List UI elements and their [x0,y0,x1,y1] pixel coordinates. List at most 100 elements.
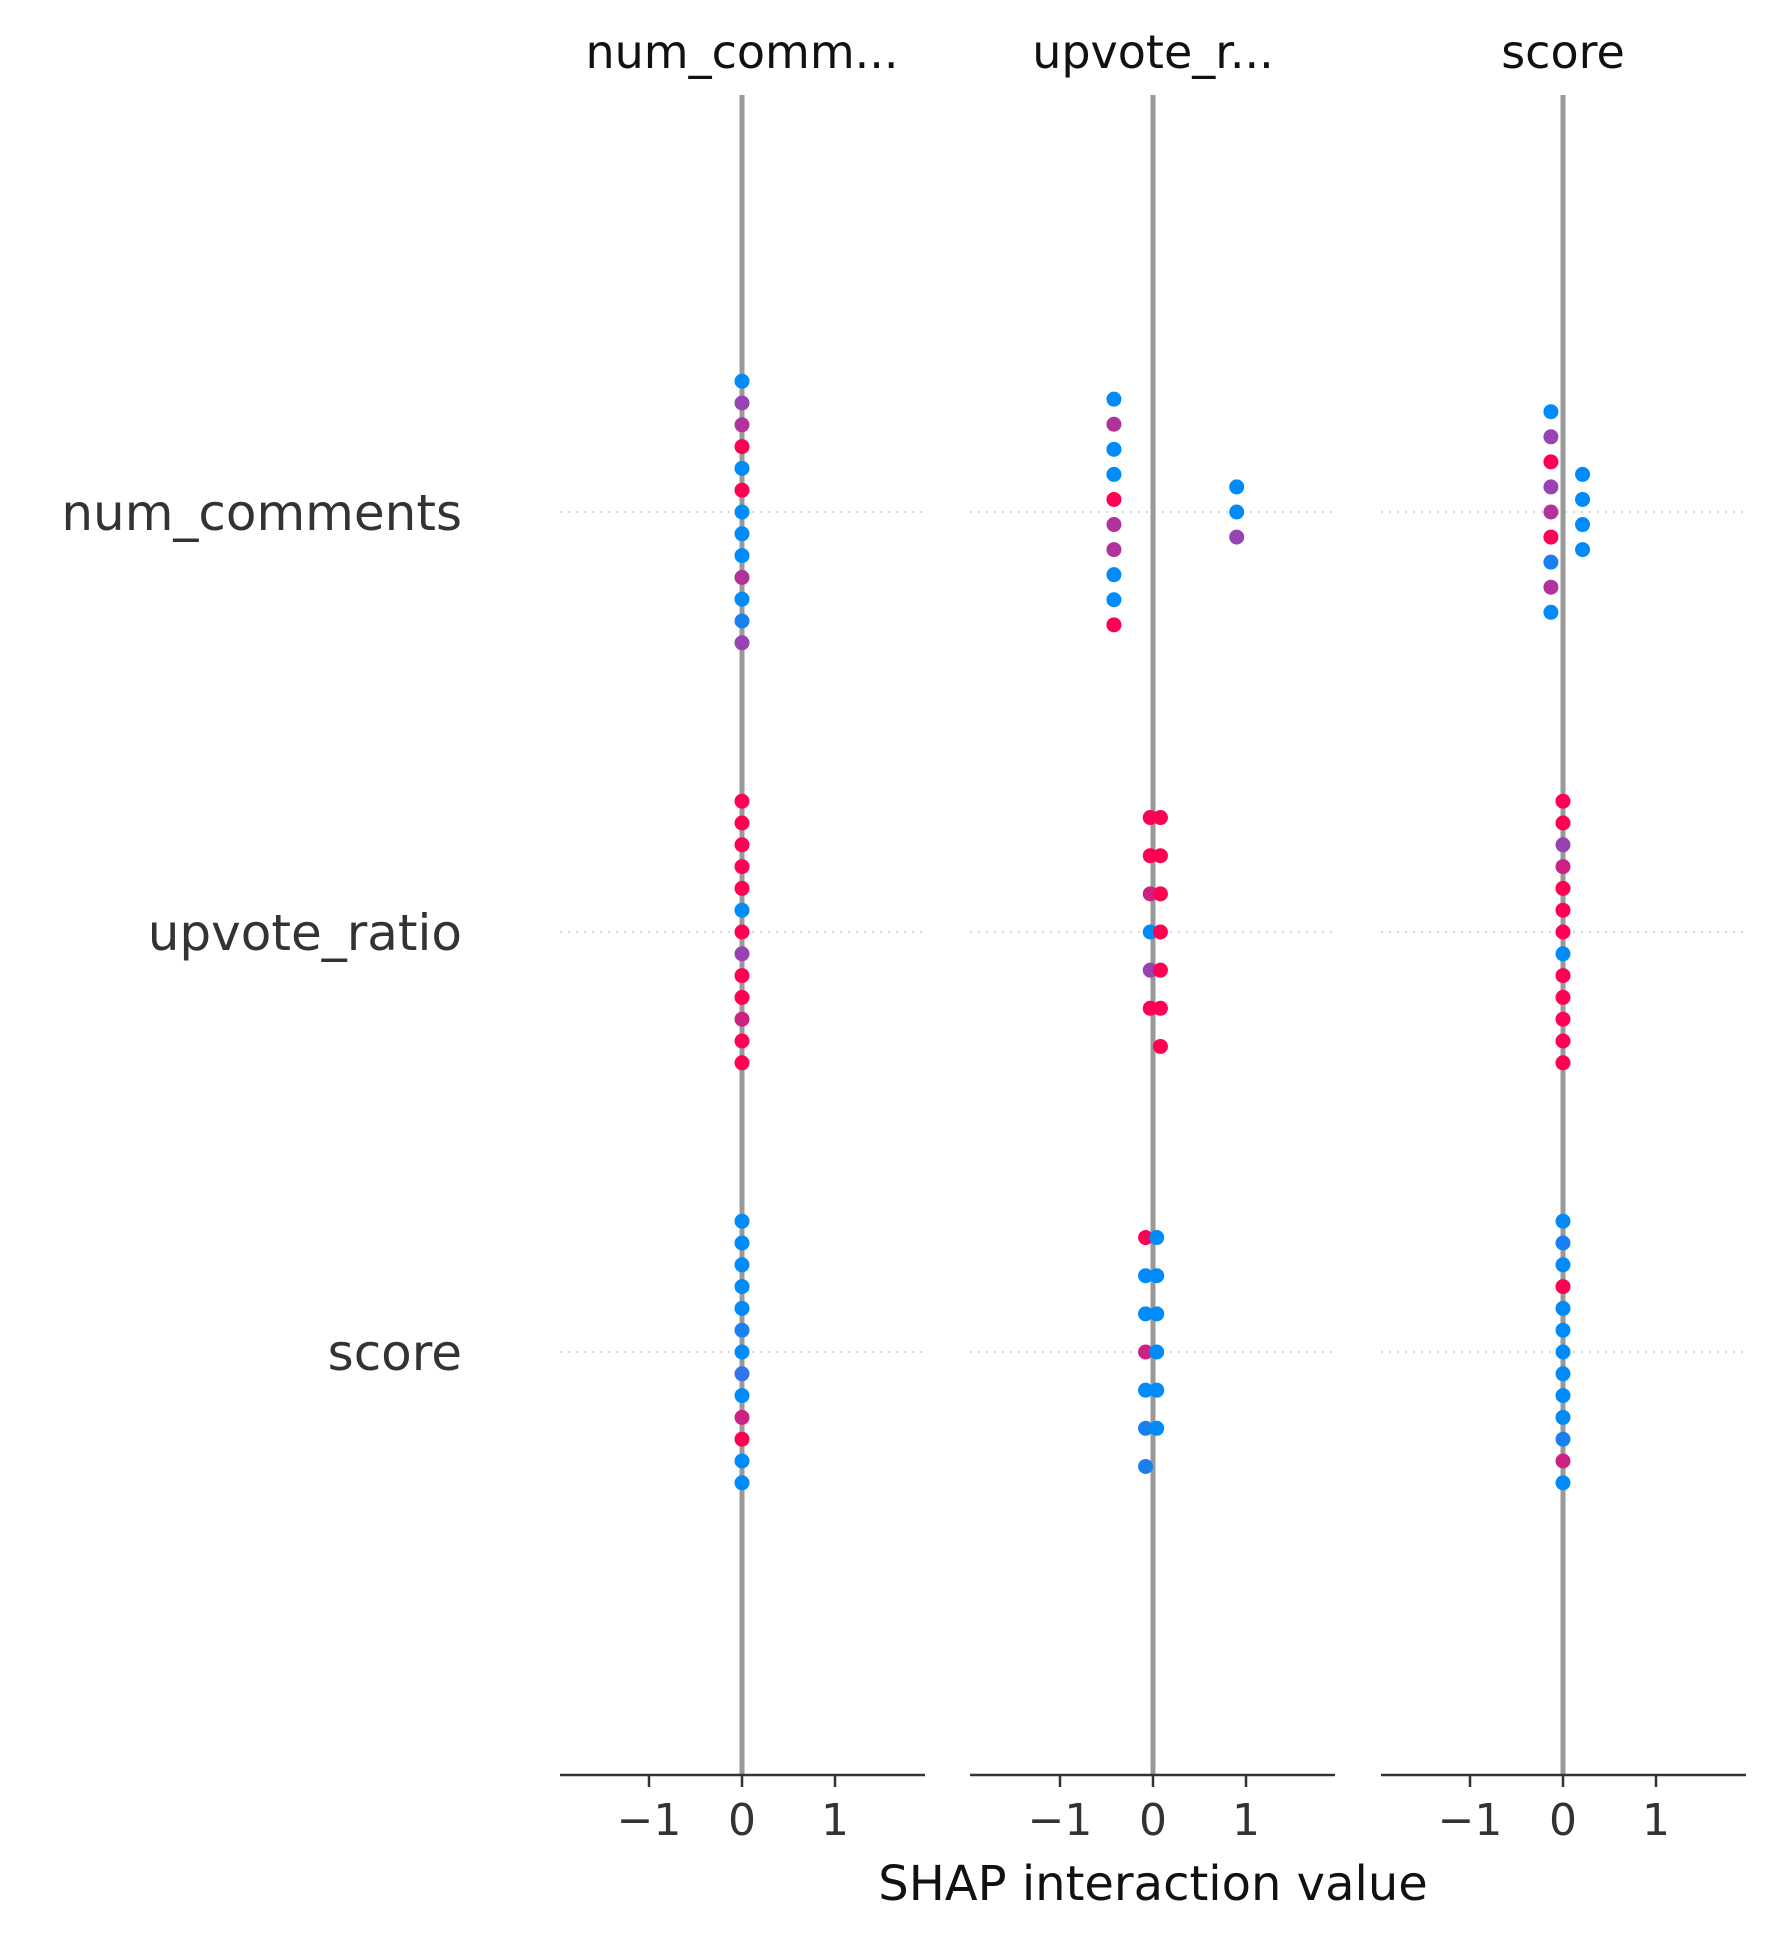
point-0-1-6 [734,924,750,940]
point-2-2-10 [1555,1431,1571,1447]
point-2-1-3 [1555,859,1571,875]
point-0-0-0 [734,373,750,389]
x-tick-label-1-0: −1 [1028,1795,1093,1846]
point-2-1-2 [1555,837,1571,853]
point-1-0-12 [1229,529,1245,545]
point-0-2-9 [734,1409,750,1425]
point-0-0-9 [734,569,750,585]
point-1-0-1 [1106,416,1122,432]
point-2-0-2 [1543,454,1559,470]
row-label-1: upvote_ratio [148,904,462,962]
point-2-2-5 [1555,1322,1571,1338]
point-2-1-4 [1555,880,1571,896]
x-tick-label-0-1: 0 [728,1795,756,1846]
point-0-1-8 [734,968,750,984]
point-1-2-6 [1138,1344,1154,1360]
point-2-1-1 [1555,815,1571,831]
point-2-2-4 [1555,1300,1571,1316]
point-0-2-7 [734,1366,750,1382]
point-0-0-4 [734,460,750,476]
point-0-2-4 [734,1300,750,1316]
row-label-0: num_comments [61,484,462,542]
point-0-2-12 [734,1475,750,1491]
column-title-1: upvote_r... [1032,25,1274,79]
point-0-0-6 [734,504,750,520]
row-grid-layer [560,511,1746,1353]
point-1-2-4 [1138,1306,1154,1322]
point-1-0-9 [1106,617,1122,633]
point-0-0-2 [734,417,750,433]
point-2-1-0 [1555,793,1571,809]
point-2-1-9 [1555,989,1571,1005]
point-1-1-3 [1152,848,1168,864]
point-0-1-1 [734,815,750,831]
x-tick-label-2-1: 0 [1549,1795,1577,1846]
point-1-1-5 [1152,886,1168,902]
point-1-2-12 [1138,1458,1154,1474]
point-1-2-3 [1149,1268,1165,1284]
point-2-0-1 [1543,429,1559,445]
axes-layer: −1 0 1 −1 0 1 −1 0 1 [560,1773,1746,1846]
point-2-1-5 [1555,902,1571,918]
point-0-0-12 [734,635,750,651]
point-0-2-1 [734,1235,750,1251]
point-1-1-11 [1152,1000,1168,1016]
point-2-2-12 [1555,1475,1571,1491]
point-1-0-6 [1106,542,1122,558]
column-title-2: score [1501,25,1625,79]
x-tick-label-1-2: 1 [1232,1795,1260,1846]
point-2-0-6 [1543,554,1559,570]
x-tick-label-0-0: −1 [617,1795,682,1846]
point-1-2-11 [1149,1420,1165,1436]
point-1-0-5 [1106,517,1122,533]
point-1-2-5 [1149,1306,1165,1322]
point-1-0-8 [1106,592,1122,608]
point-2-0-3 [1543,479,1559,495]
point-0-2-11 [734,1453,750,1469]
point-2-2-8 [1555,1388,1571,1404]
point-2-0-4 [1543,504,1559,520]
point-0-2-3 [734,1279,750,1295]
point-0-2-10 [734,1431,750,1447]
row-label-2: score [328,1324,462,1382]
point-2-0-0 [1543,404,1559,420]
point-0-2-2 [734,1257,750,1273]
point-0-2-8 [734,1388,750,1404]
point-2-0-9 [1575,466,1591,482]
point-0-1-2 [734,837,750,853]
point-0-1-9 [734,989,750,1005]
point-0-2-6 [734,1344,750,1360]
point-1-2-8 [1138,1382,1154,1398]
point-0-0-1 [734,395,750,411]
point-0-0-7 [734,526,750,542]
point-0-1-11 [734,1033,750,1049]
x-tick-label-1-1: 0 [1139,1795,1167,1846]
point-0-2-5 [734,1322,750,1338]
point-1-1-9 [1152,962,1168,978]
point-2-2-2 [1555,1257,1571,1273]
point-1-2-7 [1149,1344,1165,1360]
point-1-0-4 [1106,491,1122,507]
point-2-1-11 [1555,1033,1571,1049]
point-0-0-8 [734,548,750,564]
point-1-0-3 [1106,466,1122,482]
point-2-0-8 [1543,604,1559,620]
point-1-1-7 [1152,924,1168,940]
point-1-0-11 [1229,504,1245,520]
point-2-0-12 [1575,542,1591,558]
point-0-0-5 [734,482,750,498]
point-0-1-4 [734,880,750,896]
point-0-0-3 [734,439,750,455]
point-1-0-2 [1106,441,1122,457]
point-2-1-6 [1555,924,1571,940]
point-0-1-10 [734,1011,750,1027]
point-2-0-11 [1575,517,1591,533]
point-2-1-10 [1555,1011,1571,1027]
x-tick-label-0-2: 1 [821,1795,849,1846]
point-2-2-11 [1555,1453,1571,1469]
point-2-2-0 [1555,1213,1571,1229]
point-2-1-8 [1555,968,1571,984]
x-axis-label: SHAP interaction value [878,1856,1428,1912]
point-0-0-11 [734,613,750,629]
x-tick-label-2-0: −1 [1438,1795,1503,1846]
